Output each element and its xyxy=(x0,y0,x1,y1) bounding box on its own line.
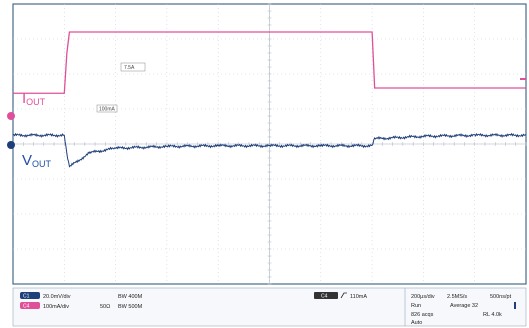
run-mode[interactable]: Run xyxy=(411,303,421,309)
status-bar-bg xyxy=(12,287,527,327)
record-length: RL 4.0k xyxy=(483,312,502,318)
trigger-level: 110mA xyxy=(350,294,367,300)
trigger-badge-text: C4 xyxy=(321,294,328,300)
status-bar: C1 20.0mV/div BW 400M C4 100mA/div 50Ω B… xyxy=(12,287,527,327)
level-markers: 100mA 7.5A xyxy=(96,62,146,113)
acquisition-mode: Average 32 xyxy=(450,303,478,309)
ch4-ground-marker[interactable] xyxy=(7,112,15,120)
marker-high: 7.5A xyxy=(120,62,146,72)
marker-high-text: 7.5A xyxy=(124,65,135,71)
marker-low: 100mA xyxy=(96,104,118,113)
marker-low-box xyxy=(96,104,118,113)
marker-low-text: 100mA xyxy=(99,107,116,113)
acquisition-count: 826 acqs xyxy=(411,312,434,318)
record-interval: 500ns/pt xyxy=(490,294,512,300)
ch4-bandwidth: BW 500M xyxy=(118,304,143,310)
ch1-badge-text: C1 xyxy=(23,294,30,300)
trace-iout xyxy=(13,31,526,94)
timebase[interactable]: 200μs/div xyxy=(411,294,435,300)
graticule xyxy=(12,3,527,285)
trigger-mode: Auto xyxy=(411,320,422,326)
trace-group xyxy=(12,31,527,168)
ch4-scale: 100mA/div xyxy=(43,304,69,310)
trace-vout xyxy=(12,132,527,168)
ch1-ground-marker[interactable] xyxy=(7,141,15,149)
ch1-badge[interactable] xyxy=(20,292,40,299)
sample-rate: 2.5MS/s xyxy=(447,294,467,300)
acq-indicator xyxy=(514,302,516,309)
vout-label: VOUT xyxy=(22,152,52,169)
ch1-scale: 20.0mV/div xyxy=(43,294,71,300)
trace-labels: IOUT VOUT xyxy=(22,90,52,169)
trigger-badge[interactable] xyxy=(314,292,338,299)
ch1-bandwidth: BW 400M xyxy=(118,294,143,300)
ch4-badge-text: C4 xyxy=(23,304,30,310)
rising-edge-icon xyxy=(340,292,347,299)
ch4-badge[interactable] xyxy=(20,302,40,309)
ch4-coupling: 50Ω xyxy=(100,304,110,310)
marker-high-box xyxy=(120,62,146,72)
iout-label: IOUT xyxy=(22,90,46,107)
